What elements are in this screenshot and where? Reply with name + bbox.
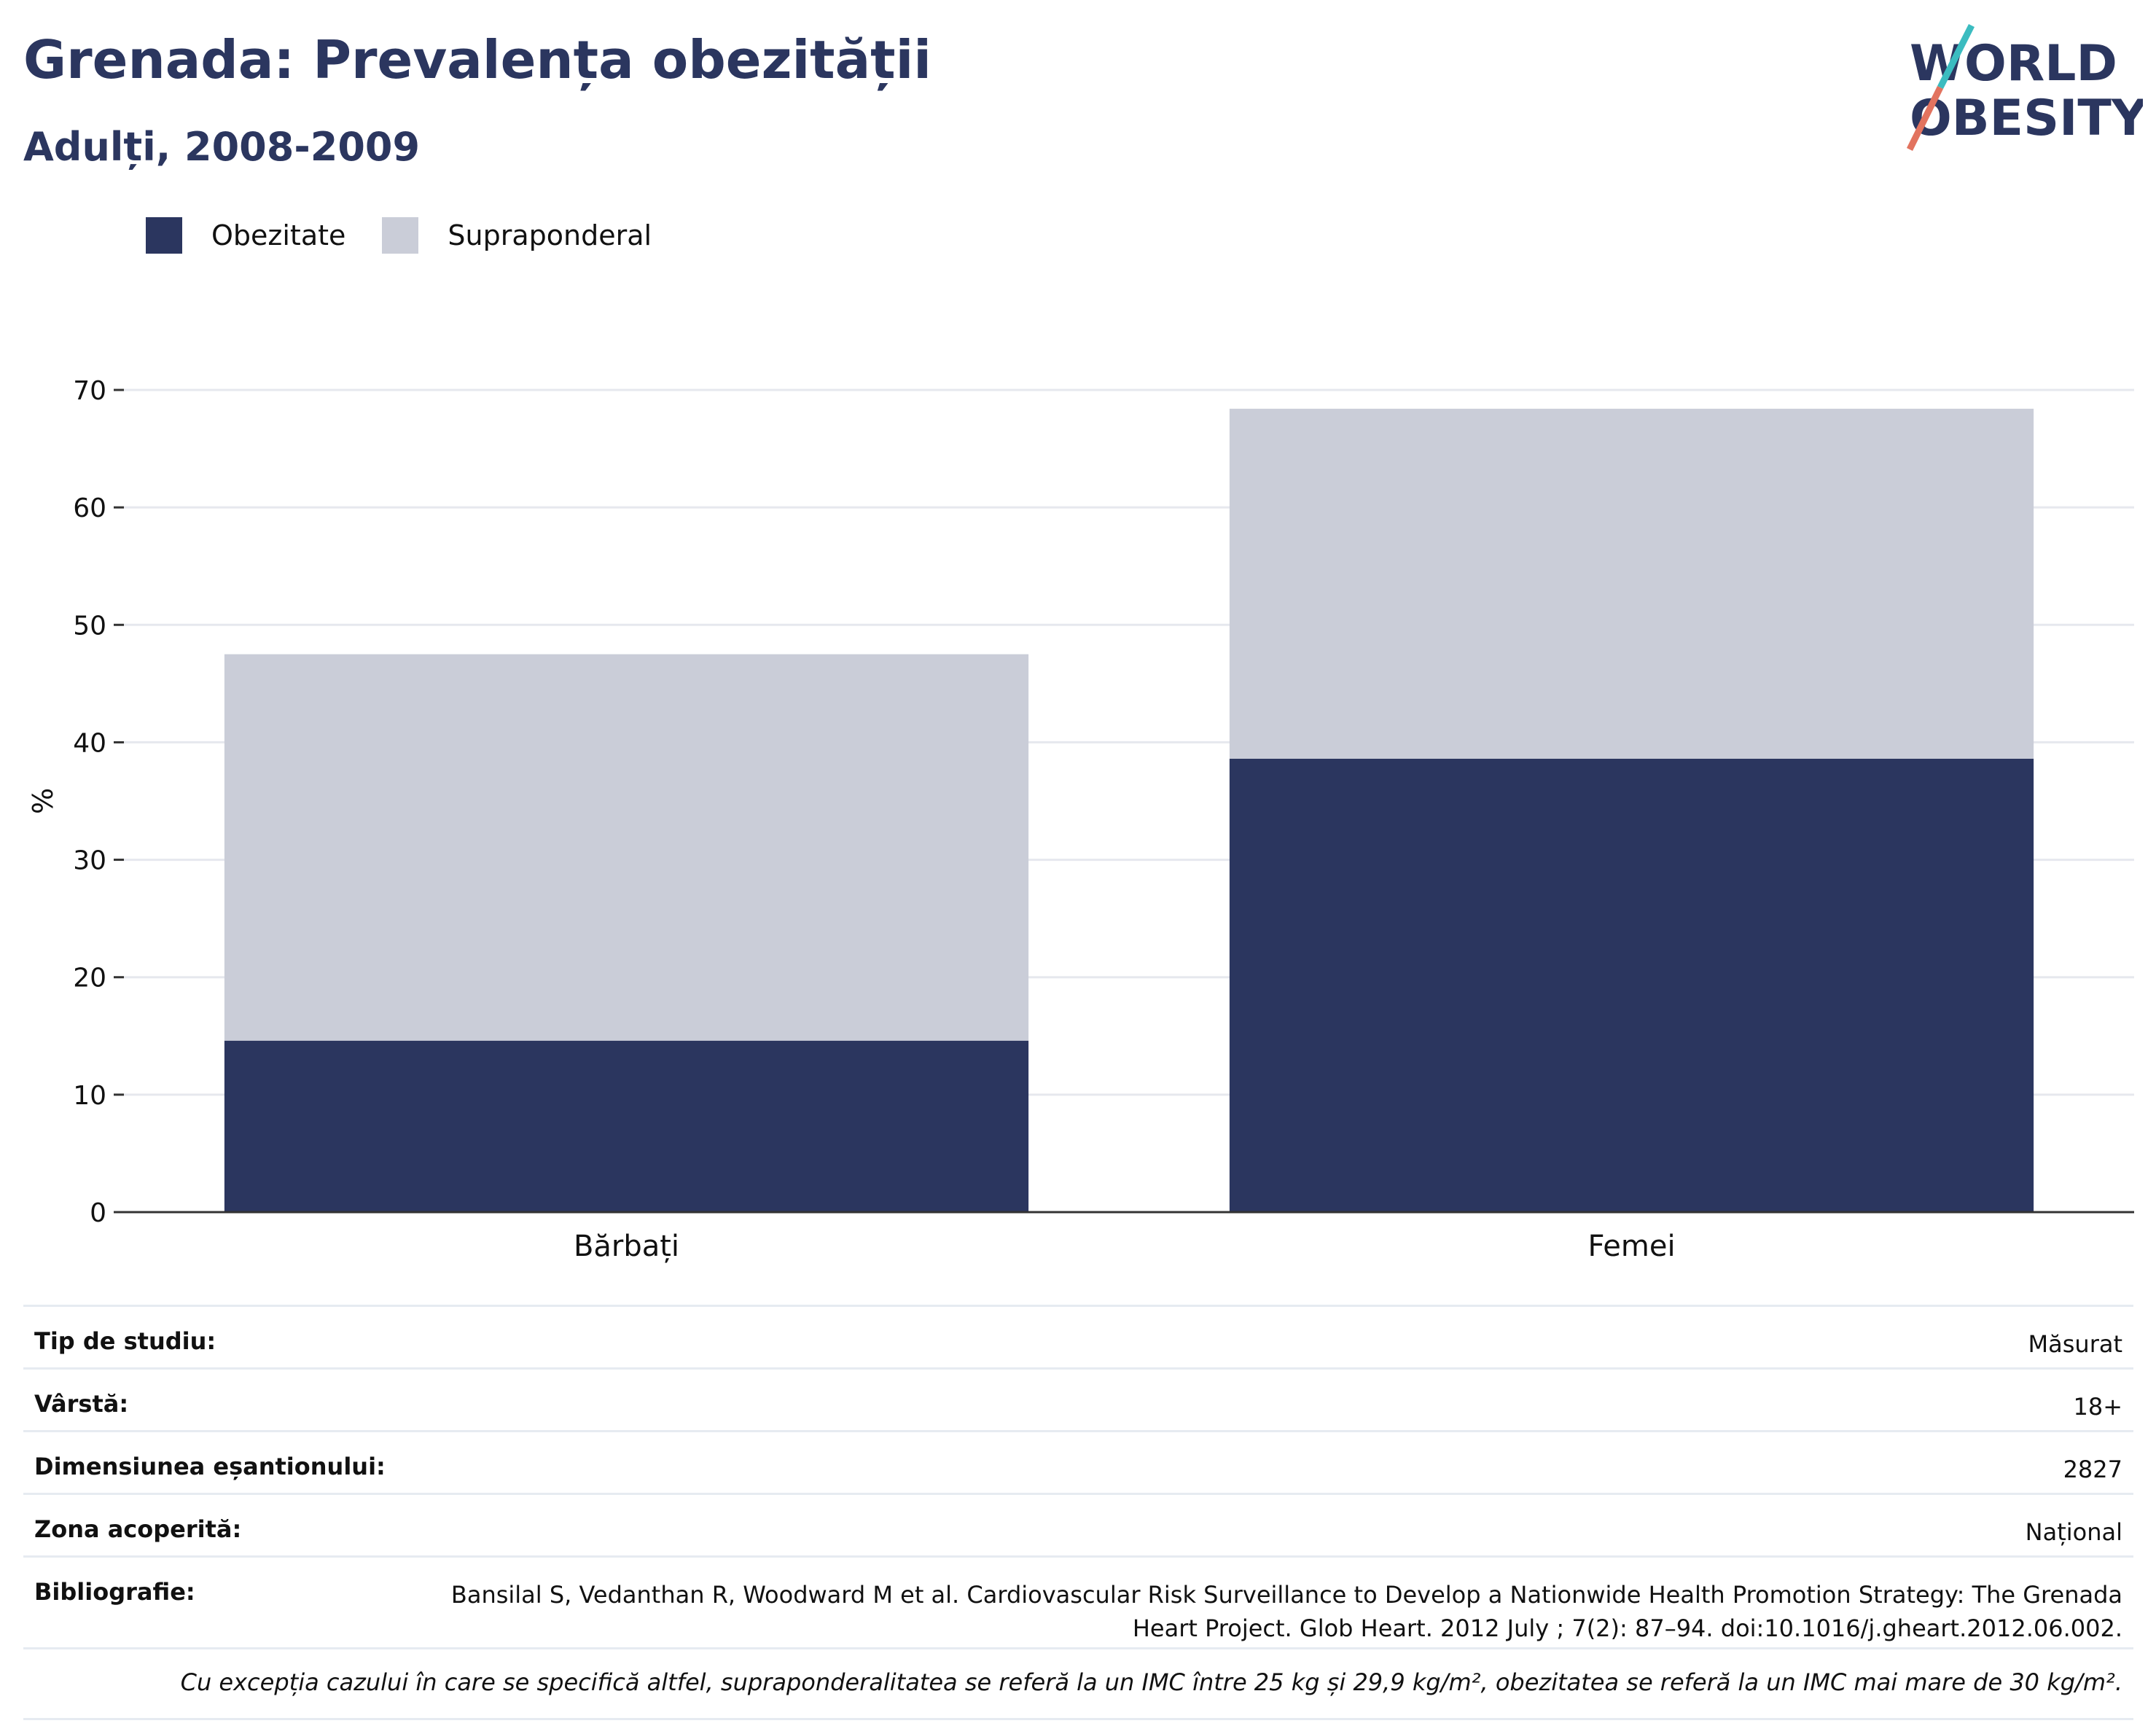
info-table: Tip de studiu: Măsurat Vârstă: 18+ Dimen… xyxy=(23,1305,2133,1720)
y-tick-label: 40 xyxy=(73,728,106,758)
y-tick-label: 10 xyxy=(73,1081,106,1111)
y-tick-label: 60 xyxy=(73,493,106,523)
legend-swatch-supraponderal xyxy=(382,217,419,254)
world-obesity-logo: WORLD OBESITY xyxy=(1906,23,2143,151)
bar-chart: 0 10 20 30 40 50 60 70% Bărbați Femei xyxy=(27,376,2134,1263)
legend-item-supraponderal: Supraponderal xyxy=(382,217,652,254)
chart-legend: Obezitate Supraponderal xyxy=(146,217,688,254)
x-tick-label: Femei xyxy=(1587,1230,1675,1263)
info-label: Zona acoperită: xyxy=(34,1515,242,1543)
legend-swatch-obezitate xyxy=(146,217,182,254)
legend-item-obezitate: Obezitate xyxy=(146,217,345,254)
info-value: Național xyxy=(2025,1518,2122,1546)
info-value: 18+ xyxy=(2073,1393,2122,1421)
info-value: Măsurat xyxy=(2028,1330,2122,1358)
page-subtitle: Adulți, 2008-2009 xyxy=(23,124,421,170)
y-axis-label: % xyxy=(27,788,59,814)
bar-obezitate-0 xyxy=(224,1040,1029,1212)
info-row-coverage: Zona acoperită: Național xyxy=(23,1493,2133,1555)
y-tick-label: 70 xyxy=(73,376,106,406)
info-value: 2827 xyxy=(2063,1456,2122,1483)
info-value: Bansilal S, Vedanthan R, Woodward M et a… xyxy=(450,1581,2122,1642)
bar-obezitate-1 xyxy=(1229,758,2034,1212)
info-label: Vârstă: xyxy=(34,1390,129,1418)
legend-label-obezitate: Obezitate xyxy=(211,219,346,251)
info-label: Tip de studiu: xyxy=(34,1327,216,1355)
info-row-bibliography: Bibliografie: Bansilal S, Vedanthan R, W… xyxy=(23,1555,2133,1647)
info-label: Bibliografie: xyxy=(34,1578,195,1606)
footnote: Cu excepția cazului în care se specifică… xyxy=(23,1647,2133,1720)
info-row-study-type: Tip de studiu: Măsurat xyxy=(23,1305,2133,1367)
info-row-sample-size: Dimensiunea eșantionului: 2827 xyxy=(23,1430,2133,1493)
y-tick-label: 20 xyxy=(73,964,106,993)
y-tick-label: 30 xyxy=(73,846,106,876)
info-row-age: Vârstă: 18+ xyxy=(23,1367,2133,1430)
legend-label-supraponderal: Supraponderal xyxy=(448,219,652,251)
y-tick-label: 0 xyxy=(90,1198,106,1228)
info-label: Dimensiunea eșantionului: xyxy=(34,1453,386,1480)
y-tick-label: 50 xyxy=(73,611,106,641)
bar-supraponderal-0 xyxy=(224,654,1029,1041)
page-title: Grenada: Prevalența obezității xyxy=(23,29,931,90)
bar-supraponderal-1 xyxy=(1229,408,2034,759)
svg-text:OBESITY: OBESITY xyxy=(1910,90,2143,147)
x-tick-label: Bărbați xyxy=(574,1230,679,1263)
